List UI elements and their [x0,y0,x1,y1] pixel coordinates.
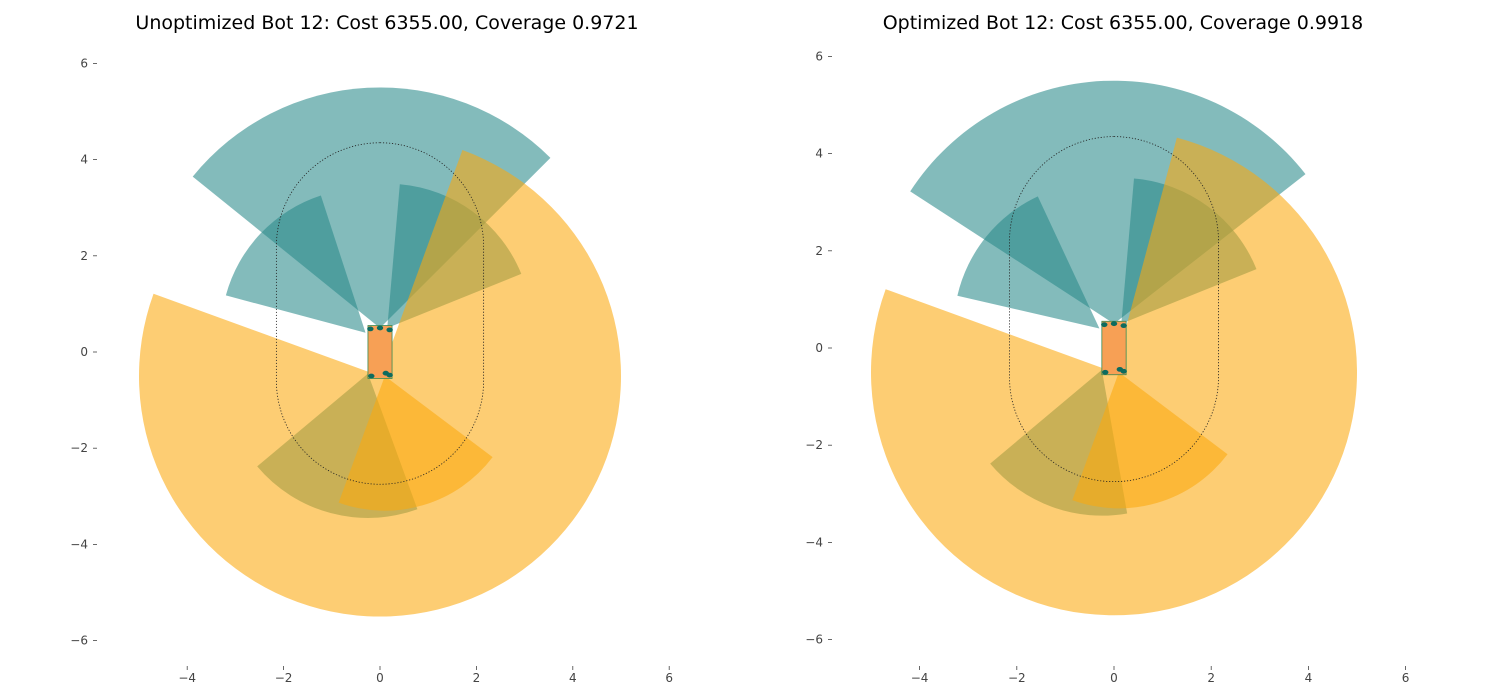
robot-body [1101,320,1127,376]
y-tick-label: 4 [815,147,823,161]
chart-title: Unoptimized Bot 12: Cost 6355.00, Covera… [135,12,638,34]
x-tick-label: 0 [1110,671,1118,685]
y-tick-label: −2 [805,438,823,452]
target-region-outline [1009,136,1219,483]
robot-body [367,325,393,379]
sensor-mount [1101,322,1108,328]
x-tick-label: 4 [569,671,577,685]
sensor-sector-lidar-large-teal [910,80,1306,324]
chart-title: Optimized Bot 12: Cost 6355.00, Coverage… [883,12,1364,34]
y-tick-label: −4 [70,537,88,551]
sensor-mount [386,327,393,333]
sensor-sector-lidar-small-orange-rear [1072,372,1228,509]
unoptimized-panel: 6 4 2 0 −2 −4 −6 −4 −2 0 2 4 6 Unoptimized Bot 12: Co… [70,12,673,685]
y-tick-label: −2 [70,441,88,455]
x-tick-label: 6 [1402,671,1410,685]
x-tick-label: 4 [1305,671,1313,685]
target-region-outline [275,142,485,485]
y-tick-label: −6 [70,634,88,648]
sensor-mount [367,326,374,332]
sensor-mount [1110,321,1118,327]
y-tick-label: 6 [815,49,823,63]
sensor-mount [1120,323,1127,329]
x-tick-label: 0 [376,671,384,685]
sensor-sector-lidar-large-orange [139,150,621,617]
unoptimized-coverage-chart: 6 4 2 0 −2 −4 −6 −4 −2 0 2 4 6 Unoptimized Bot 12: Co… [70,12,673,685]
y-tick-label: 2 [815,244,823,258]
sensor-mount [1120,368,1127,374]
x-tick-label: −4 [178,671,196,685]
x-tick-label: 6 [665,671,673,685]
sensor-sector-lidar-small-teal-left [957,196,1100,329]
sensor-mount [1102,369,1109,375]
x-tick-label: 2 [473,671,481,685]
x-tick-label: −2 [275,671,293,685]
x-tick-label: 2 [1207,671,1215,685]
x-tick-label: −2 [1008,671,1026,685]
sensor-sector-lidar-small-orange-rear [338,376,493,511]
sensor-sector-lidar-large-orange [871,137,1357,616]
optimized-panel: 6 4 2 0 −2 −4 −6 −4 −2 0 2 4 6 Optimized Bot 12: Cost… [750,0,1500,700]
sensor-sector-lidar-large-teal [192,87,551,328]
x-tick-label: −4 [911,671,929,685]
sensor-mount [376,325,384,331]
sensor-mount [368,373,375,379]
optimized-coverage-chart: 6 4 2 0 −2 −4 −6 −4 −2 0 2 4 6 Optimized Bot 12: Cost… [805,12,1410,685]
y-tick-label: 0 [815,341,823,355]
sensor-mount [386,372,393,378]
y-tick-label: −4 [805,535,823,549]
sensor-sector-lidar-small-teal-left [225,195,366,333]
y-tick-label: 6 [80,56,88,70]
y-tick-label: 2 [80,249,88,263]
y-tick-label: 4 [80,153,88,167]
y-tick-label: 0 [80,345,88,359]
y-tick-label: −6 [805,633,823,647]
